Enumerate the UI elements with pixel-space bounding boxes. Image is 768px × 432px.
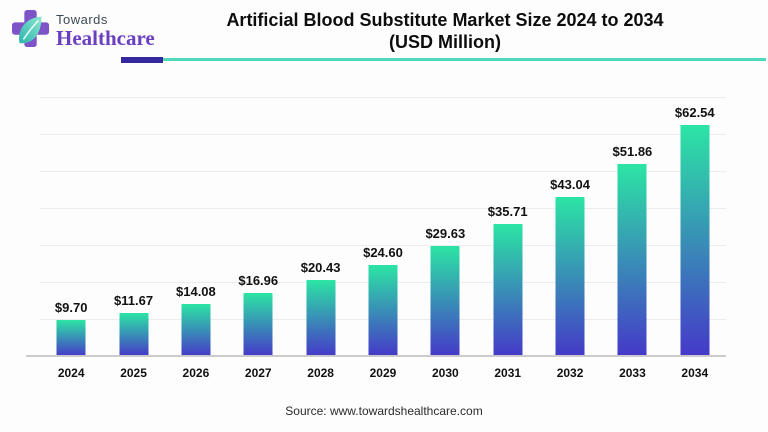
chart-column: $11.67 2025 [102, 97, 164, 380]
chart-column: $9.70 2024 [40, 97, 102, 380]
bar-value-label: $20.43 [300, 260, 341, 275]
bar [555, 197, 585, 356]
bar-value-label: $24.60 [363, 245, 403, 260]
source-attribution: Source: www.towardshealthcare.com [285, 404, 483, 418]
x-axis-tick-label: 2033 [619, 366, 646, 380]
chart-column: $29.63 2030 [414, 97, 476, 380]
bar-chart-plot-area: $9.70 2024 $11.67 2025 $14.08 2026 $16.96 2027 $… [40, 97, 726, 380]
bar-value-label: $16.96 [238, 273, 279, 288]
bar [430, 246, 460, 356]
chart-column: $20.43 2028 [289, 97, 351, 380]
x-axis-tick-label: 2028 [307, 366, 334, 380]
bar-value-label: $62.54 [674, 105, 715, 120]
bar [617, 164, 647, 356]
bar [119, 313, 149, 356]
bar-value-label: $14.08 [176, 284, 216, 299]
healthcare-cross-leaf-icon [12, 10, 50, 48]
logo: Towards Healthcare [12, 9, 155, 49]
chart-column: $43.04 2032 [539, 97, 601, 380]
x-axis-tick-label: 2024 [57, 366, 85, 380]
x-axis-tick-label: 2032 [556, 366, 584, 380]
bar-value-label: $9.70 [54, 300, 88, 315]
x-axis-tick-label: 2030 [431, 366, 459, 380]
chart-column: $16.96 2027 [227, 97, 289, 380]
x-axis-tick-label: 2029 [369, 366, 397, 380]
chart-column: $62.54 2034 [664, 97, 726, 380]
bar [56, 320, 86, 356]
x-axis-tick-label: 2034 [681, 366, 709, 380]
divider-purple-segment [121, 57, 163, 63]
logo-healthcare-label: Healthcare [56, 26, 155, 50]
x-axis-tick-label: 2031 [494, 366, 522, 380]
bar-value-label: $29.63 [425, 226, 466, 241]
bar-value-label: $51.86 [612, 144, 653, 159]
bar [493, 224, 523, 356]
logo-text: Towards Healthcare [56, 9, 155, 49]
chart-column: $24.60 2029 [352, 97, 414, 380]
bar [306, 280, 336, 356]
bar [243, 293, 273, 356]
chart-column: $51.86 2033 [601, 97, 663, 380]
bar-chart-columns: $9.70 2024 $11.67 2025 $14.08 2026 $16.96 2027 $… [40, 97, 726, 380]
x-axis-tick-label: 2025 [120, 366, 147, 380]
bar [368, 265, 398, 356]
chart-title-line2: (USD Million) [389, 32, 501, 52]
x-axis-tick-label: 2027 [244, 366, 272, 380]
chart-title-line1: Artificial Blood Substitute Market Size … [226, 10, 664, 30]
bar [680, 125, 710, 356]
chart-title: Artificial Blood Substitute Market Size … [130, 9, 760, 53]
bar-value-label: $11.67 [114, 293, 154, 308]
chart-column: $14.08 2026 [165, 97, 227, 380]
bar-value-label: $35.71 [487, 204, 528, 219]
bar-value-label: $43.04 [550, 177, 590, 192]
divider-teal-line [163, 58, 766, 61]
chart-column: $35.71 2031 [477, 97, 539, 380]
logo-towards-label: Towards [56, 12, 108, 27]
bar [181, 304, 211, 356]
x-axis-line [26, 355, 726, 357]
x-axis-tick-label: 2026 [182, 366, 210, 380]
